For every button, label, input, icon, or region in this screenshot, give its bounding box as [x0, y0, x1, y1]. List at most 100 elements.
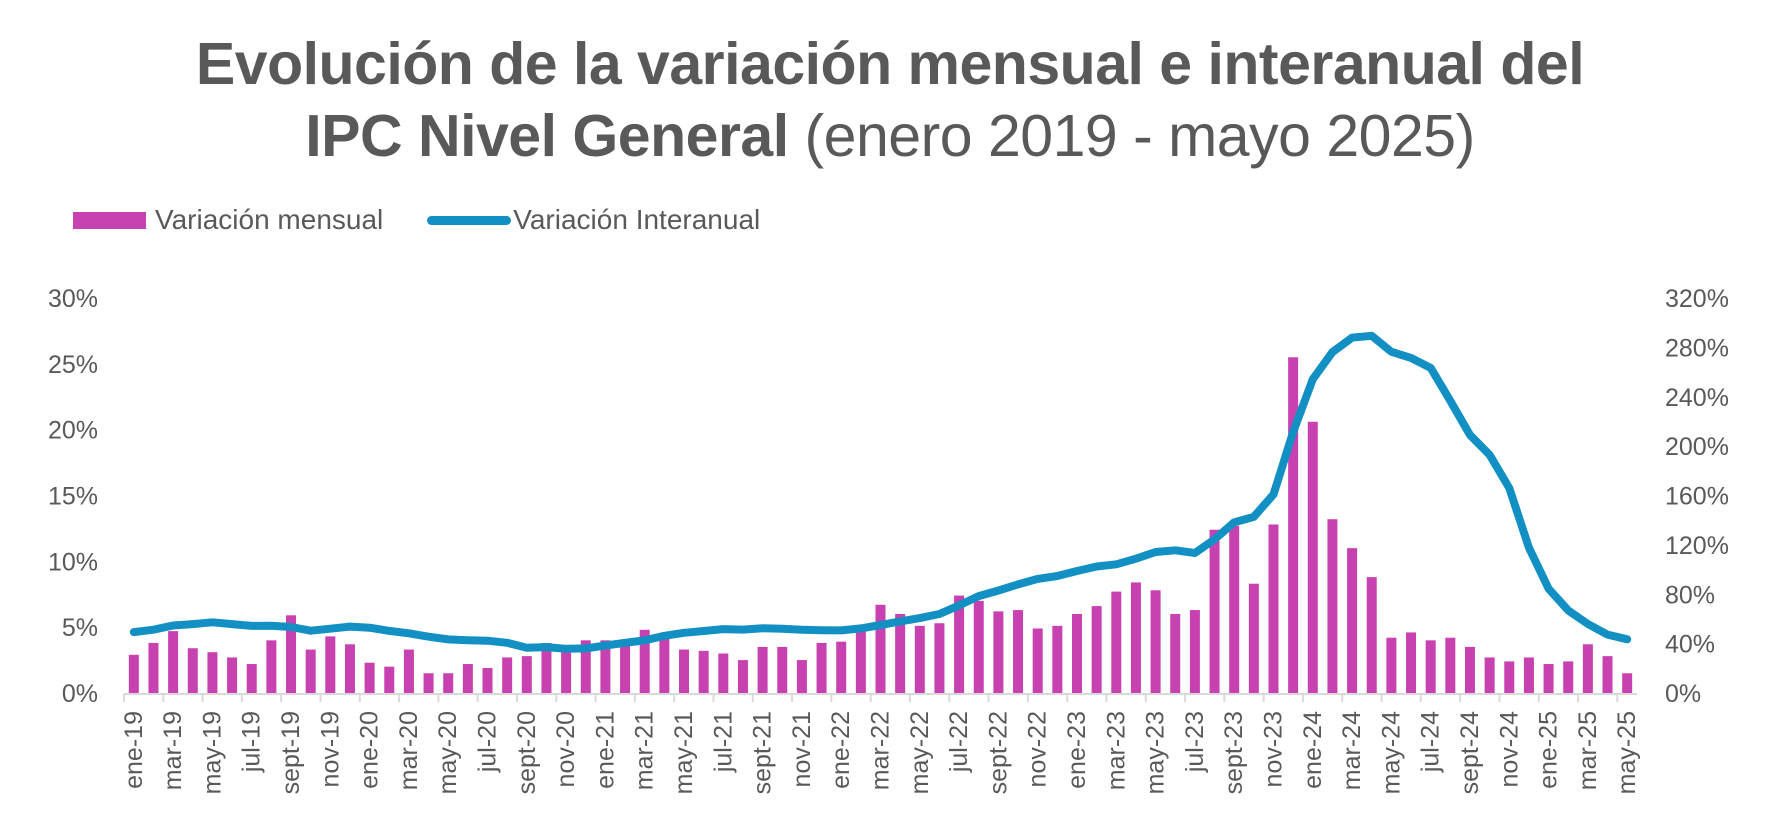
x-tick-label: ene-19: [120, 711, 148, 789]
bar-abr-21: [659, 639, 670, 693]
bar-may-22: [914, 625, 925, 693]
x-tick-label: jul-22: [945, 711, 973, 773]
bar-sept-20: [521, 656, 532, 693]
bar-dic-23: [1288, 357, 1299, 693]
x-tick-label: may-21: [670, 711, 698, 794]
x-tick-label: ene-23: [1063, 711, 1091, 789]
x-tick-label: mar-20: [395, 711, 423, 790]
bar-nov-23: [1268, 524, 1279, 693]
bar-jul-23: [1189, 610, 1200, 693]
bar-sept-21: [757, 646, 768, 693]
title-line-2-light: (enero 2019 - mayo 2025): [788, 103, 1476, 169]
x-tick-label: may-25: [1613, 711, 1641, 794]
right-tick-label: 280%: [1665, 334, 1729, 362]
bar-nov-22: [1032, 628, 1043, 693]
bar-feb-20: [384, 666, 395, 693]
x-tick-label: sept-22: [984, 711, 1012, 794]
legend-bar-swatch-icon: [73, 211, 146, 229]
bar-jun-22: [934, 623, 945, 693]
bar-dic-22: [1052, 625, 1063, 693]
right-tick-label: 40%: [1665, 631, 1715, 659]
chart-title: Evolución de la variación mensual e inte…: [0, 28, 1780, 172]
bar-ene-23: [1071, 614, 1082, 693]
left-tick-label: 25%: [48, 351, 98, 379]
bar-jun-24: [1406, 632, 1417, 693]
x-tick-label: ene-20: [356, 711, 384, 789]
bar-sept-19: [286, 615, 297, 693]
bar-ene-22: [836, 641, 847, 693]
bar-mar-22: [875, 604, 886, 693]
bar-sept-24: [1464, 646, 1475, 693]
bar-jun-19: [227, 657, 238, 693]
bar-abr-20: [423, 673, 434, 693]
bar-ene-20: [364, 662, 375, 693]
legend: Variación mensual Variación Interanual: [73, 203, 804, 237]
x-tick-label: sept-19: [277, 711, 305, 794]
bar-ago-19: [266, 640, 277, 693]
right-tick-label: 0%: [1665, 680, 1701, 708]
bar-abr-22: [895, 614, 906, 693]
bar-mar-19: [168, 631, 179, 693]
bar-jun-23: [1170, 614, 1181, 693]
x-tick-label: mar-24: [1338, 711, 1366, 790]
bar-ago-24: [1445, 637, 1456, 693]
bar-ago-20: [502, 657, 513, 693]
x-tick-label: sept-21: [749, 711, 777, 794]
x-tick-label: ene-25: [1535, 711, 1563, 789]
bar-may-19: [207, 652, 218, 693]
bar-oct-21: [777, 646, 788, 693]
bar-dic-19: [344, 644, 355, 693]
left-tick-label: 15%: [48, 483, 98, 511]
x-tick-label: nov-19: [316, 711, 344, 787]
bar-jul-21: [718, 653, 729, 693]
left-axis: 0% 5% 10% 15% 20% 25% 30%: [48, 285, 98, 708]
x-tick-label: sept-20: [513, 711, 541, 794]
bar-ene-24: [1307, 421, 1318, 693]
bar-jun-20: [462, 664, 473, 693]
x-tick-label: mar-21: [631, 711, 659, 790]
x-tick-label: sept-24: [1456, 711, 1484, 794]
bar-jul-20: [482, 667, 493, 693]
bar-may-20: [443, 673, 454, 693]
left-tick-label: 20%: [48, 417, 98, 445]
bar-ago-23: [1209, 529, 1220, 693]
bar-ago-21: [737, 660, 748, 693]
x-tick-label: mar-25: [1574, 711, 1602, 790]
bar-abr-25: [1602, 656, 1613, 693]
x-tick-label: ene-22: [827, 711, 855, 789]
bar-abr-23: [1130, 582, 1141, 693]
bar-may-23: [1150, 590, 1161, 693]
title-line-1: Evolución de la variación mensual e inte…: [195, 31, 1585, 97]
title-line-2-bold: IPC Nivel General: [305, 103, 789, 169]
bar-jul-19: [246, 664, 257, 693]
bar-jul-22: [954, 595, 965, 693]
bar-nov-20: [561, 650, 572, 693]
left-tick-label: 5%: [62, 614, 98, 642]
left-tick-label: 0%: [62, 680, 98, 708]
bar-mar-20: [403, 649, 414, 693]
x-tick-label: mar-19: [159, 711, 187, 790]
bar-nov-21: [796, 660, 807, 693]
bar-oct-22: [1013, 610, 1024, 693]
x-tick-label: nov-22: [1024, 711, 1052, 787]
bar-ene-21: [600, 640, 611, 693]
bar-dic-21: [816, 642, 827, 693]
right-axis: 0% 40% 80% 120% 160% 200% 240% 280% 320%: [1665, 285, 1729, 708]
bar-mar-21: [639, 629, 650, 693]
bar-oct-19: [305, 649, 316, 693]
x-tick-label: may-20: [434, 711, 462, 794]
line-series-yoy: [129, 331, 1632, 653]
bar-ene-25: [1543, 664, 1554, 693]
x-tick-label: jul-23: [1181, 711, 1209, 773]
right-tick-label: 320%: [1665, 285, 1729, 313]
bar-dic-24: [1523, 657, 1534, 693]
legend-item-yoy: Variación Interanual: [427, 204, 760, 236]
left-tick-label: 30%: [48, 285, 98, 313]
yoy-line: [129, 331, 1632, 653]
x-tick-label: jul-21: [709, 711, 737, 773]
x-tick-label: may-22: [906, 711, 934, 794]
x-tick-label: may-19: [198, 711, 226, 794]
x-tick-label: jul-20: [474, 711, 502, 773]
bar-dic-20: [580, 640, 591, 693]
bar-ago-22: [973, 600, 984, 693]
